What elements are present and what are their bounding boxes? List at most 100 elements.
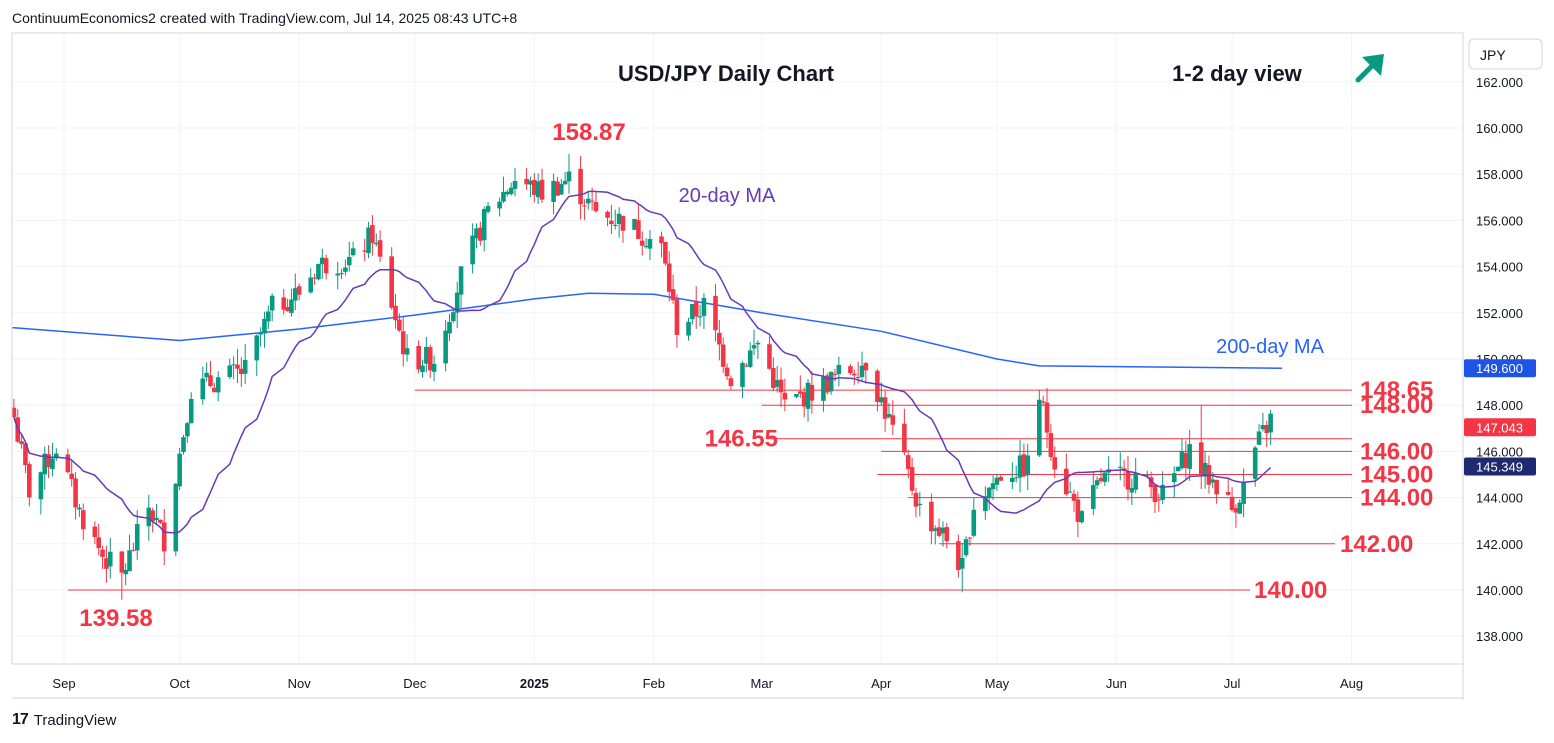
candle-body: [589, 200, 595, 202]
candle-body: [134, 524, 140, 551]
candle-body: [53, 453, 59, 459]
candle-body: [983, 496, 988, 512]
candle-body: [146, 507, 152, 527]
candle-body: [46, 454, 51, 468]
candle-body: [1233, 508, 1239, 513]
candle-body: [1144, 474, 1150, 476]
candle-body: [1237, 502, 1243, 514]
ytick-label: 152.000: [1476, 306, 1523, 321]
price-axis[interactable]: 138.000 140.000 142.000 144.000 146.000 148.0…: [1464, 75, 1536, 644]
xtick-label: Apr: [871, 676, 892, 691]
candle-body: [686, 321, 691, 336]
candle-body: [836, 364, 842, 375]
candle-body: [986, 487, 992, 498]
candle-body: [23, 443, 28, 466]
candle-body: [558, 184, 564, 195]
annotation-label: 200-day MA: [1216, 336, 1324, 358]
candle-body: [451, 312, 456, 322]
level-label: 142.00: [1340, 531, 1413, 558]
candle-body: [697, 316, 703, 318]
candle-body: [1179, 451, 1185, 469]
candle-body: [262, 318, 267, 334]
candle-body: [805, 382, 811, 409]
candle-body: [1090, 485, 1096, 509]
candle-body: [1010, 477, 1015, 483]
candle-body: [636, 220, 641, 240]
candle-body: [339, 273, 344, 275]
candle-body: [231, 364, 236, 366]
candle-body: [728, 378, 734, 386]
candle-body: [886, 414, 892, 418]
candle-body: [1117, 466, 1123, 468]
xtick-label: Jul: [1224, 676, 1241, 691]
candle-body: [659, 236, 664, 244]
candle-body: [555, 181, 560, 196]
candle-body: [92, 526, 98, 537]
candle-body: [647, 239, 653, 249]
candle-body: [343, 267, 348, 272]
candle-body: [1037, 399, 1042, 456]
candle-body: [404, 348, 410, 355]
candle-body: [767, 344, 772, 369]
candle-body: [1102, 472, 1108, 482]
candle-body: [1098, 477, 1104, 482]
chart-title: USD/JPY Daily Chart: [618, 61, 835, 86]
price-badge-label: 147.043: [1476, 420, 1523, 435]
candle-body: [1202, 462, 1208, 477]
candle-body: [258, 333, 263, 335]
level-label: 146.00: [1360, 438, 1433, 465]
candle-body: [882, 397, 888, 419]
candle-body: [19, 441, 24, 445]
ma200-line: [12, 292, 1283, 369]
chart-header-attribution: ContinuumEconomics2 created with Trading…: [12, 10, 518, 26]
candle-body: [956, 541, 961, 571]
candle-body: [1229, 496, 1235, 511]
candle-body: [127, 550, 132, 572]
candle-body: [478, 227, 483, 241]
candle-body: [470, 235, 475, 265]
candle-body: [674, 299, 680, 335]
candle-body: [69, 473, 75, 480]
candle-body: [821, 376, 826, 401]
candle-body: [693, 302, 699, 317]
candle-body: [551, 180, 556, 202]
candle-body: [632, 218, 637, 230]
candle-body: [851, 373, 857, 376]
candle-body: [990, 483, 996, 490]
candle-body: [1214, 479, 1219, 495]
candle-body: [798, 391, 803, 394]
candle-body: [824, 375, 830, 393]
candle-body: [967, 537, 973, 539]
candle-body: [1067, 491, 1073, 493]
price-badge-label: 145.349: [1476, 459, 1523, 474]
candle-body: [1260, 425, 1266, 430]
candle-body: [1133, 473, 1138, 490]
candle-body: [1187, 444, 1192, 469]
candle-body: [609, 220, 614, 225]
ytick-label: 156.000: [1476, 213, 1523, 228]
candle-body: [532, 179, 537, 195]
candle-body: [289, 299, 294, 313]
candle-body: [1071, 493, 1077, 501]
candle-body: [185, 423, 190, 437]
ytick-label: 160.000: [1476, 121, 1523, 136]
candle-body: [235, 364, 240, 369]
candle-body: [173, 483, 179, 552]
time-axis[interactable]: Sep Oct Nov Dec 2025 Feb Mar Apr May Jun Jul Aug: [52, 676, 1363, 691]
candle-body: [131, 549, 136, 551]
candle-body: [701, 297, 707, 316]
candle-body: [370, 225, 375, 243]
candle-body: [161, 522, 167, 552]
candle-body: [227, 365, 233, 378]
candle-body: [1075, 499, 1081, 522]
candle-body: [998, 476, 1004, 481]
candle-body: [427, 347, 433, 371]
candle-body: [905, 455, 911, 470]
candle-body: [593, 202, 599, 212]
candle-body: [481, 208, 487, 241]
candle-body: [524, 178, 529, 185]
candle-body: [242, 360, 248, 374]
candle-body: [1198, 442, 1204, 475]
xtick-label: Nov: [288, 676, 312, 691]
